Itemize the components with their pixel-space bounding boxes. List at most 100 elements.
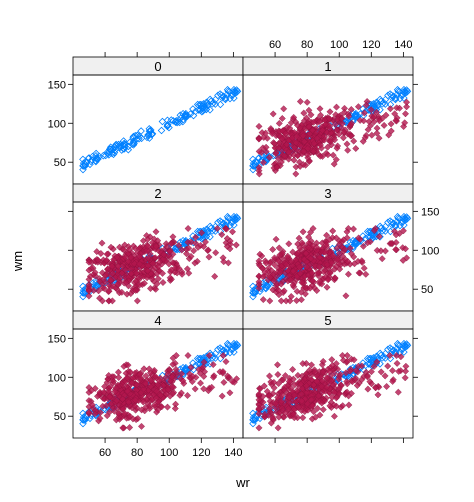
imputed-point [159,255,167,263]
imputed-point [323,283,331,291]
imputed-point [332,103,341,111]
imputed-point [110,407,118,415]
imputed-point [309,402,317,410]
imputed-point [360,109,368,117]
observed-point [181,111,190,119]
imputed-point [220,378,228,386]
imputed-point [387,127,395,135]
observed-point [158,117,167,126]
panel-points [79,212,242,305]
imputed-point [310,408,318,416]
imputed-point [159,278,167,287]
imputed-point [339,402,347,410]
imputed-point [316,277,324,285]
observed-point [211,100,220,108]
imputed-point [177,389,185,397]
observed-point [366,354,374,363]
observed-point [249,165,257,174]
imputed-point [304,145,312,153]
y-tick-label: 100 [48,118,66,130]
imputed-point [85,275,93,283]
observed-point [133,131,142,140]
observed-point [376,349,384,358]
imputed-point [295,263,303,271]
imputed-point [167,266,175,274]
imputed-point [103,378,111,386]
observed-point [146,127,154,135]
imputed-point [175,264,183,273]
imputed-point [311,368,319,376]
imputed-point [383,382,391,391]
imputed-point [269,245,277,254]
imputed-point [169,233,177,241]
imputed-point [167,240,175,248]
x-tick-label: 60 [269,39,281,51]
y-tick-label: 150 [421,206,439,218]
imputed-point [274,257,282,265]
y-tick-label: 50 [421,284,433,296]
observed-point [251,289,259,297]
imputed-point [297,142,305,151]
imputed-point [333,144,341,152]
imputed-point [328,356,336,364]
imputed-point [277,158,285,166]
observed-point [145,130,153,138]
imputed-point [279,376,287,384]
imputed-point [313,269,321,277]
imputed-point [322,241,330,249]
observed-point [216,217,224,225]
imputed-point [360,264,368,272]
imputed-point [270,378,278,386]
imputed-point [283,141,291,149]
observed-point [79,292,87,301]
imputed-point [324,276,332,284]
imputed-point [278,397,286,405]
imputed-point [350,260,359,268]
imputed-point [145,365,153,373]
observed-point [191,107,200,116]
imputed-point [319,126,327,134]
panel-5: 5 [242,310,418,443]
imputed-point [345,392,353,400]
imputed-point [90,286,98,295]
imputed-point [275,119,283,127]
imputed-point [218,392,226,400]
imputed-point [294,152,302,160]
imputed-point [343,380,351,388]
imputed-point [401,110,410,118]
observed-point [143,133,151,142]
observed-point [79,161,87,170]
observed-point [85,154,93,162]
panel-points [79,339,242,432]
imputed-point [96,414,104,422]
imputed-point [372,384,380,392]
observed-point [261,283,270,292]
imputed-point [152,285,160,293]
observed-point [86,160,94,169]
observed-point [381,100,390,108]
imputed-point [213,224,221,233]
imputed-point [260,382,268,390]
imputed-point [305,123,313,131]
imputed-point [370,112,378,121]
y-tick-label: 150 [48,333,66,345]
observed-point [351,239,360,248]
panel-frame [242,328,414,439]
imputed-point [119,405,127,413]
imputed-point [184,351,192,360]
observed-point [176,111,185,119]
imputed-point [355,234,363,242]
observed-point [165,123,173,132]
imputed-point [85,397,93,405]
panel-0: 0 50 100 150 [48,52,244,185]
imputed-point [91,272,100,280]
imputed-point [289,375,297,383]
observed-point [397,345,406,354]
imputed-point [183,391,192,400]
imputed-point [313,404,322,412]
imputed-point [393,359,401,367]
imputed-point [326,235,334,244]
imputed-point [303,263,311,271]
imputed-point [259,296,267,304]
imputed-point [298,397,306,405]
